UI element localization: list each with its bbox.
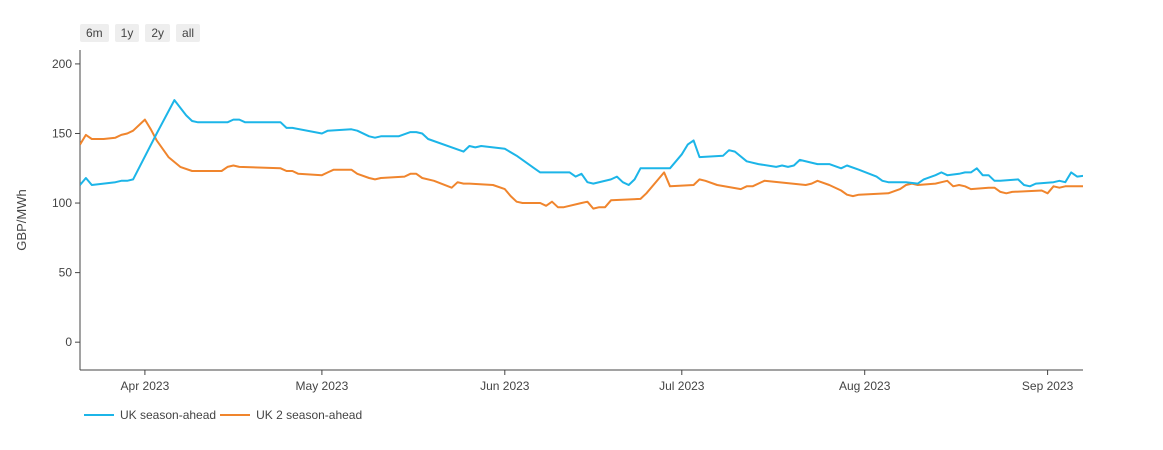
y-tick-label: 150 — [52, 126, 72, 140]
range-button-1y[interactable]: 1y — [114, 24, 140, 42]
x-tick-label: Jun 2023 — [480, 379, 530, 393]
legend-item-uk-season-ahead[interactable]: UK season-ahead — [84, 408, 216, 422]
series-line-uk-season-ahead[interactable] — [80, 99, 1163, 188]
x-tick-label: Jul 2023 — [659, 379, 705, 393]
x-tick-label: May 2023 — [296, 379, 349, 393]
series-line-uk-2-season-ahead[interactable] — [80, 118, 1163, 210]
plot-area[interactable] — [80, 99, 1163, 210]
y-axis: 0 50 100 150 200 — [52, 50, 81, 370]
x-axis: Apr 2023 May 2023 Jun 2023 Jul 2023 Aug 2023… — [80, 369, 1083, 393]
y-tick-label: 200 — [52, 57, 72, 71]
legend-label-uk-2-season-ahead: UK 2 season-ahead — [256, 408, 363, 422]
x-tick-label: Apr 2023 — [121, 379, 170, 393]
legend-item-uk-2-season-ahead[interactable]: UK 2 season-ahead — [220, 408, 368, 422]
legend-swatch-uk-season-ahead — [84, 414, 114, 416]
y-tick-label: 50 — [59, 266, 73, 280]
range-button-all[interactable]: all — [176, 24, 201, 42]
x-tick-label: Aug 2023 — [839, 379, 891, 393]
y-tick-label: 0 — [65, 335, 72, 349]
legend-swatch-uk-2-season-ahead — [220, 414, 251, 416]
y-tick-label: 100 — [52, 196, 72, 210]
legend-label-uk-season-ahead: UK season-ahead — [120, 408, 217, 422]
x-tick-label: Sep 2023 — [1022, 379, 1074, 393]
range-button-2y[interactable]: 2y — [145, 24, 171, 42]
range-selector: 6m 1y 2y all — [80, 24, 201, 42]
range-button-6m[interactable]: 6m — [80, 24, 109, 42]
y-axis-label: GBP/MWh — [14, 189, 29, 250]
legend: UK season-ahead UK 2 season-ahead — [84, 408, 372, 422]
